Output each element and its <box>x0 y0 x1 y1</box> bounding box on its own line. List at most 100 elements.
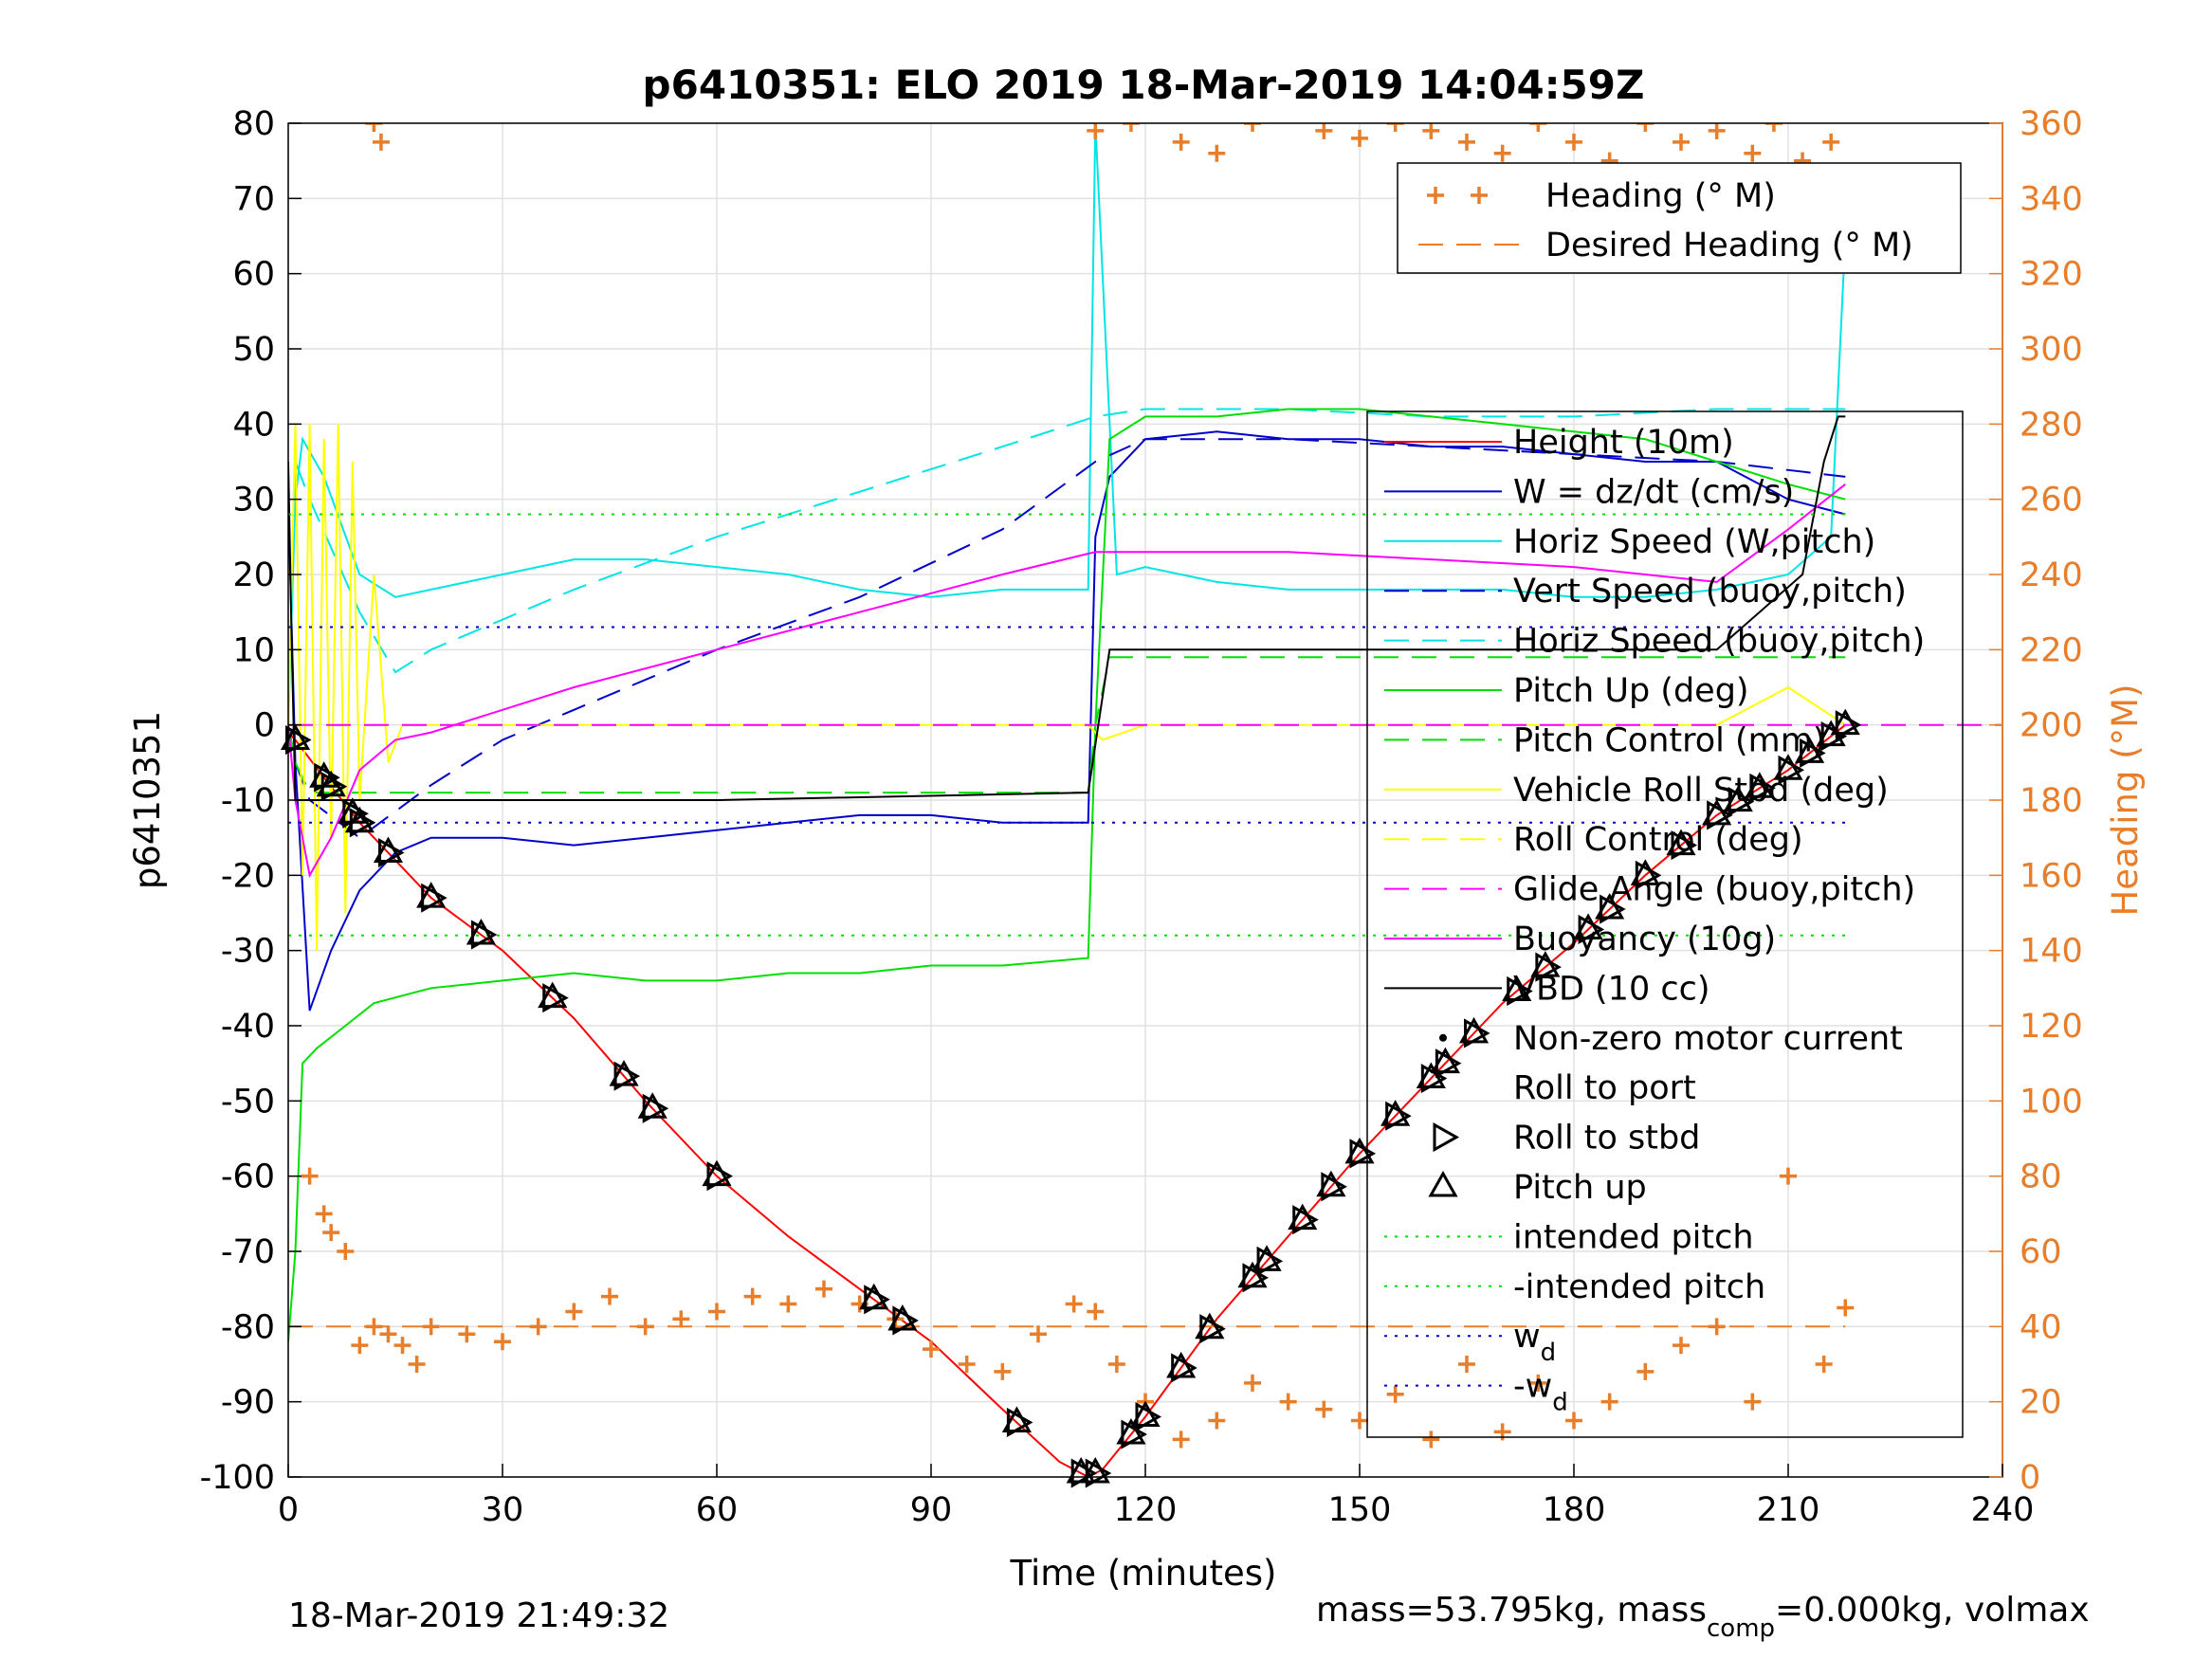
roll-stbd-marker <box>470 920 498 950</box>
heading-point <box>1122 123 1140 132</box>
y2-ticks: 3603403203002802602402202001801601401201… <box>1989 105 2083 1497</box>
heading-point <box>1708 123 1726 139</box>
legend-main-label: Glide Angle (buoy,pitch) <box>1513 871 1915 909</box>
legend-main-label: Pitch Up (deg) <box>1513 672 1749 710</box>
x-ticks: 0 30 60 90 120 150 180 210 240 <box>278 1464 2034 1529</box>
legend-main-label: Pitch up <box>1513 1169 1647 1207</box>
series-line <box>288 123 1847 725</box>
y-axis-label: p6410351 <box>127 711 168 889</box>
legend-heading: Heading (° M) Desired Heading (° M) <box>1397 162 1962 274</box>
heading-point <box>365 1318 383 1336</box>
y2-tick-label: 20 <box>2020 1384 2062 1422</box>
heading-point <box>1458 133 1475 151</box>
roll-stbd-marker <box>1385 1101 1412 1131</box>
heading-point <box>779 1295 797 1313</box>
heading-point <box>1315 1400 1333 1418</box>
legend-main: Height (10m) W = dz/dt (cm/s) Horiz Speed … <box>1366 410 1964 1438</box>
legend-wd-base: w <box>1513 1318 1541 1356</box>
x-tick-label: 210 <box>1757 1491 1820 1529</box>
heading-point <box>1600 1393 1618 1411</box>
heading-point <box>601 1287 618 1305</box>
y-tick-label: 0 <box>254 707 275 745</box>
roll-stbd-marker <box>285 724 312 756</box>
roll-stbd-marker <box>642 1093 669 1123</box>
heading-point <box>1458 1356 1475 1373</box>
roll-stbd-marker <box>1070 1458 1098 1488</box>
heading-point <box>1422 1431 1440 1449</box>
legend-main-label: Horiz Speed (W,pitch) <box>1513 523 1875 561</box>
roll-stbd-marker <box>1535 952 1562 982</box>
heading-point <box>393 1337 411 1355</box>
heading-point <box>636 1318 654 1336</box>
roll-stbd-marker <box>1420 1063 1448 1094</box>
legend-main-label: -intended pitch <box>1513 1268 1765 1306</box>
heading-point <box>1815 1356 1833 1373</box>
roll-stbd-marker <box>706 1161 734 1192</box>
y-tick-label: 80 <box>232 105 275 143</box>
y-tick-label: 30 <box>232 482 275 520</box>
legend-sample-plus <box>1427 187 1444 204</box>
y-tick-label: -100 <box>200 1459 275 1497</box>
y-tick-label: -90 <box>221 1384 275 1422</box>
legend-main-label: -wd <box>1513 1368 1568 1417</box>
legend-main-label: wd <box>1513 1318 1556 1367</box>
heading-point <box>1065 1295 1083 1313</box>
y2-tick-label: 40 <box>2020 1308 2062 1346</box>
heading-point <box>351 1337 369 1355</box>
heading-point <box>1351 1412 1368 1430</box>
y2-tick-label: 120 <box>2020 1008 2083 1046</box>
heading-point <box>1087 123 1105 139</box>
heading-point <box>1673 133 1690 151</box>
heading-point <box>1172 133 1190 151</box>
y-tick-label: -40 <box>221 1008 275 1046</box>
heading-point <box>337 1243 355 1260</box>
heading-point <box>458 1325 476 1343</box>
y-tick-label: 20 <box>232 556 275 594</box>
legend-main-label: Buoyancy (10g) <box>1513 921 1776 958</box>
roll-stbd-marker <box>1800 738 1826 768</box>
y-tick-label: 10 <box>232 631 275 669</box>
series-line <box>288 408 1846 1342</box>
heading-point <box>743 1287 761 1305</box>
roll-stbd-marker <box>1321 1172 1347 1202</box>
y2-tick-label: 360 <box>2020 105 2083 143</box>
footer-mass-a: mass=53.795kg, mass <box>1316 1591 1707 1630</box>
legend-main-label: Non-zero motor current <box>1513 1020 1903 1058</box>
x-tick-label: 30 <box>482 1491 524 1529</box>
y2-tick-label: 340 <box>2020 180 2083 218</box>
heading-point <box>1208 144 1226 162</box>
y2-tick-label: 60 <box>2020 1233 2062 1271</box>
legend-top-label: Heading (° M) <box>1545 177 1776 215</box>
roll-stbd-marker <box>542 983 569 1013</box>
x-tick-label: 0 <box>278 1491 299 1529</box>
roll-stbd-marker <box>1435 1048 1462 1079</box>
heading-point <box>923 1340 940 1358</box>
marker-layer <box>280 708 1862 1488</box>
y-tick-label: 40 <box>232 406 275 444</box>
heading-point <box>494 1333 511 1351</box>
footer-mass: mass=53.795kg, masscomp=0.000kg, volmax <box>1316 1591 2090 1643</box>
heading-point <box>1244 123 1261 132</box>
heading-point <box>1087 1303 1105 1321</box>
y-tick-label: -30 <box>221 933 275 971</box>
roll-stbd-marker <box>342 798 369 829</box>
y2-tick-label: 300 <box>2020 331 2083 369</box>
heading-point <box>365 123 383 132</box>
roll-stbd-marker <box>1728 787 1755 817</box>
heading-point <box>1315 123 1333 139</box>
roll-stbd-marker <box>1835 710 1862 740</box>
roll-stbd-marker <box>1778 755 1805 785</box>
roll-stbd-marker <box>1600 894 1626 924</box>
y-tick-label: -50 <box>221 1083 275 1121</box>
legend-wd-sub: d <box>1552 1389 1568 1417</box>
heading-point <box>1422 123 1440 139</box>
heading-point <box>1208 1412 1226 1430</box>
y2-axis-label: Heading (°M) <box>2105 684 2146 916</box>
roll-stbd-marker <box>1635 860 1662 890</box>
legend-main-label: VBD (10 cc) <box>1513 970 1710 1008</box>
heading-point <box>1780 1167 1797 1185</box>
legend-main-label: Vert Speed (buoy,pitch) <box>1513 573 1907 611</box>
footer-mass-sub: comp <box>1707 1614 1775 1643</box>
heading-point <box>958 1356 976 1373</box>
